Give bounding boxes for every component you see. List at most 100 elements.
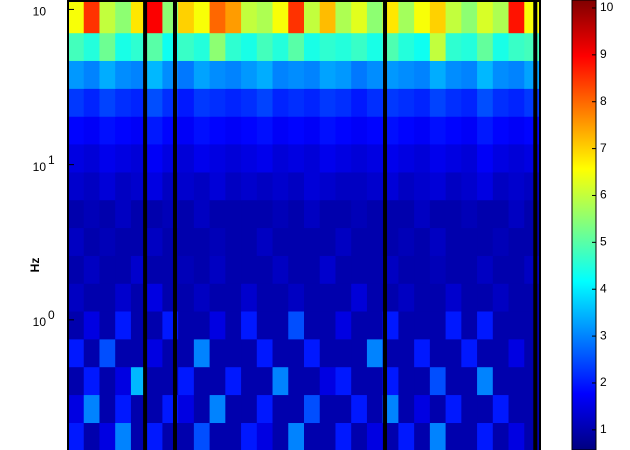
heat-cell xyxy=(256,171,274,201)
heat-cell xyxy=(178,199,195,229)
heat-cell xyxy=(461,116,478,145)
y-axis-label: Hz xyxy=(28,258,42,273)
heat-cell xyxy=(115,171,132,201)
data-gap xyxy=(143,0,148,450)
heat-cell xyxy=(492,143,510,173)
heat-cell xyxy=(115,366,132,396)
heat-cell xyxy=(335,227,352,256)
colorbar-tick-label: 1 xyxy=(600,422,607,436)
heat-cell xyxy=(288,88,305,117)
heat-cell xyxy=(146,199,163,229)
heat-cell xyxy=(351,0,368,34)
heat-cell xyxy=(414,366,431,396)
heat-cell xyxy=(304,0,321,34)
heat-cell xyxy=(414,338,431,368)
heat-cell xyxy=(335,0,352,34)
heat-cell xyxy=(477,338,494,368)
heat-cell xyxy=(83,88,100,117)
heat-cell xyxy=(351,116,368,145)
heat-cell xyxy=(115,283,132,312)
heat-cell xyxy=(83,143,100,173)
heat-cell xyxy=(288,0,305,34)
heat-cell xyxy=(398,283,415,312)
heat-cell xyxy=(225,143,242,173)
heat-cell xyxy=(461,60,478,89)
heat-cell xyxy=(209,283,226,312)
heat-cell xyxy=(524,311,541,340)
colorbar-tick-label: 7 xyxy=(600,141,607,155)
heat-cell xyxy=(68,338,85,368)
heat-cell xyxy=(99,366,116,396)
heat-cell xyxy=(146,143,163,173)
heat-cell xyxy=(272,88,289,117)
colorbar-tick-label: 8 xyxy=(600,94,607,108)
heat-cell xyxy=(272,422,289,450)
heat-cell xyxy=(272,60,289,89)
plot-frame xyxy=(67,0,541,450)
heat-cell xyxy=(319,283,336,312)
heat-cell xyxy=(83,116,100,145)
heat-cell xyxy=(461,311,478,340)
heat-cell xyxy=(288,283,305,312)
heat-cell xyxy=(477,422,494,450)
heat-cell xyxy=(83,394,100,424)
heat-cell xyxy=(209,0,226,34)
heat-cell xyxy=(351,366,368,396)
heat-cell xyxy=(477,394,494,424)
heat-cell xyxy=(256,311,274,340)
heat-cell xyxy=(115,227,132,256)
heat-cell xyxy=(304,227,321,256)
heat-cell xyxy=(414,255,431,284)
heat-cell xyxy=(68,394,85,424)
heat-cell xyxy=(445,422,462,450)
heat-cell xyxy=(288,143,305,173)
heat-cell xyxy=(83,227,100,256)
heat-cell xyxy=(288,32,305,61)
heat-cell xyxy=(99,227,116,256)
heat-cell xyxy=(351,311,368,340)
heat-cell xyxy=(477,116,494,145)
heat-cell xyxy=(68,143,85,173)
heat-cell xyxy=(508,171,525,201)
heat-cell xyxy=(508,143,525,173)
heat-cell xyxy=(445,255,462,284)
heat-cell xyxy=(241,0,258,34)
heat-cell xyxy=(241,143,258,173)
heat-cell xyxy=(351,60,368,89)
heat-cell xyxy=(319,60,336,89)
heat-cell xyxy=(477,143,494,173)
heat-cell xyxy=(477,227,494,256)
heat-cell xyxy=(445,0,462,34)
heat-cell xyxy=(115,255,132,284)
heat-cell xyxy=(508,116,525,145)
heat-cell xyxy=(304,32,321,61)
heat-cell xyxy=(83,32,100,61)
heat-cell xyxy=(319,116,336,145)
heat-cell xyxy=(99,255,116,284)
heat-cell xyxy=(193,0,211,34)
heat-cell xyxy=(398,32,415,61)
heat-cell xyxy=(209,227,226,256)
heat-cell xyxy=(225,338,242,368)
heat-cell xyxy=(288,116,305,145)
heat-cell xyxy=(225,116,242,145)
heat-cell xyxy=(492,32,510,61)
heat-cell xyxy=(492,171,510,201)
heat-cell xyxy=(115,116,132,145)
heat-cell xyxy=(193,143,211,173)
heat-cell xyxy=(477,0,494,34)
heat-cell xyxy=(256,88,274,117)
heat-cell xyxy=(272,32,289,61)
heat-cell xyxy=(429,394,447,424)
heat-cell xyxy=(209,394,226,424)
heat-cell xyxy=(178,255,195,284)
heat-cell xyxy=(241,199,258,229)
heat-cell xyxy=(83,60,100,89)
heat-cell xyxy=(524,199,541,229)
heat-cell xyxy=(492,366,510,396)
heat-cell xyxy=(304,143,321,173)
heat-cell xyxy=(366,116,384,145)
heat-cell xyxy=(146,255,163,284)
heat-cell xyxy=(335,60,352,89)
